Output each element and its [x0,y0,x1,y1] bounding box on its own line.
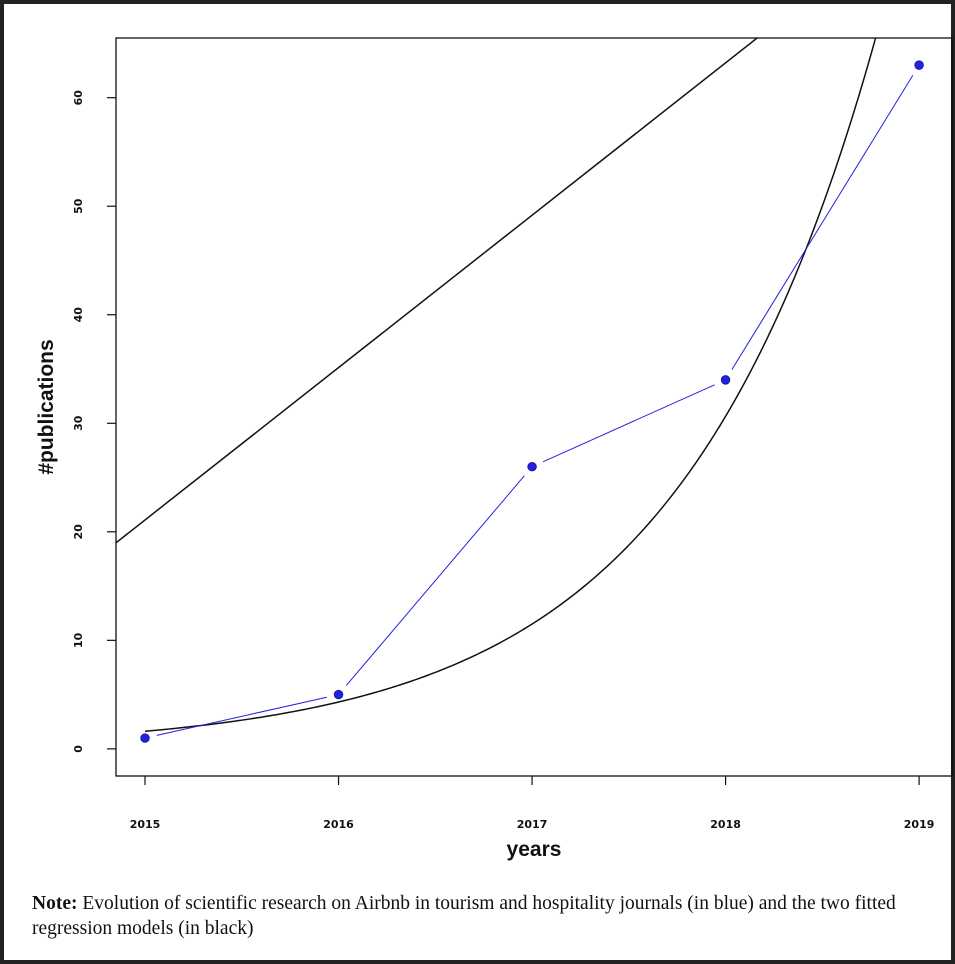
y-axis: 0 10 20 30 40 50 60 [72,90,116,753]
plot-area [115,37,953,777]
x-tick-label: 2015 [130,818,161,831]
x-axis-title: years [507,838,562,861]
data-point [527,461,537,472]
note-label: Note: [32,893,78,914]
note-text: Evolution of scientific research on Airb… [32,893,896,939]
data-line-segment [731,75,914,370]
y-tick-label: 40 [72,307,85,323]
y-tick-label: 60 [72,90,85,106]
figure-note: Note: Evolution of scientific research o… [32,891,942,941]
y-tick-label: 0 [72,745,85,753]
data-point [720,375,731,385]
data-point [914,60,924,70]
data-line-segment [542,384,715,463]
exponential-fit-curve [144,38,877,733]
fitted-curves [116,38,877,733]
y-tick-label: 50 [72,198,85,214]
data-series [140,60,924,743]
x-tick-label: 2018 [710,818,741,831]
linear-fit-line [116,38,759,544]
y-tick-label: 30 [72,415,85,431]
x-tick-label: 2017 [517,818,548,831]
data-point [140,733,150,743]
y-tick-label: 10 [72,632,85,648]
data-line-segment [345,475,525,686]
chart: 2015 2016 2017 2018 2019 0 10 20 30 40 50 60 years… [35,37,953,861]
x-tick-label: 2019 [904,818,935,831]
y-axis-title: #publications [35,339,58,474]
x-axis: 2015 2016 2017 2018 2019 [130,776,935,831]
y-tick-label: 20 [72,524,85,540]
data-line-segment [156,696,327,736]
x-tick-label: 2016 [323,818,354,831]
data-point [333,689,344,700]
